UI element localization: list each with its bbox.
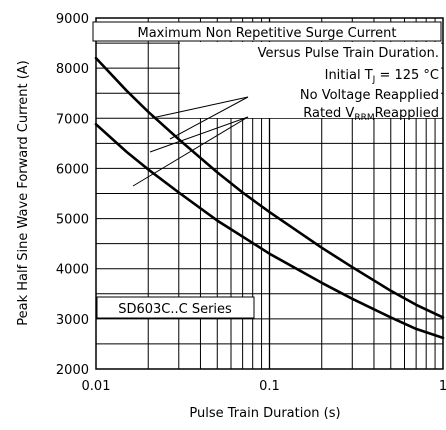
y-tick-label: 8000 — [56, 62, 89, 77]
y-tick-label: 4000 — [56, 263, 89, 278]
y-tick-label: 5000 — [56, 213, 89, 228]
x-tick-labels: 0.01 0.1 1 — [82, 379, 446, 394]
rated-prefix: Rated V — [303, 106, 354, 121]
label-rated-voltage: Rated VRRMReapplied — [303, 106, 439, 123]
plot-frame — [95, 17, 444, 370]
rated-subscript: RRM — [354, 113, 374, 123]
y-tick-label: 6000 — [56, 162, 89, 177]
y-axis-label: Peak Half Sine Wave Forward Current (A) — [16, 60, 31, 326]
title-line-2: Versus Pulse Train Duration. — [258, 46, 439, 61]
leader-line-no-voltage-2 — [169, 96, 249, 140]
y-tick-labels: 2000 3000 4000 5000 6000 7000 8000 9000 — [56, 12, 89, 378]
condition-suffix: = 125 °C — [375, 68, 439, 83]
y-tick-label: 7000 — [56, 112, 89, 127]
leader-line-no-voltage-1 — [151, 96, 249, 119]
x-tick-label: 1 — [439, 379, 446, 394]
leader-line-rated-2 — [132, 116, 249, 187]
series-line-2 — [94, 123, 445, 340]
title-box — [92, 21, 442, 42]
y-tick-label: 3000 — [56, 313, 89, 328]
y-tick-label: 9000 — [56, 12, 89, 27]
x-tick-label: 0.1 — [259, 379, 280, 394]
y-tick-label: 2000 — [56, 363, 89, 378]
label-no-voltage: No Voltage Reapplied — [300, 88, 439, 103]
condition-text: Initial TJ = 125 °C — [325, 68, 439, 85]
leader-line-rated-1 — [149, 116, 249, 153]
x-axis-label: Pulse Train Duration (s) — [189, 406, 340, 421]
annotation-backdrop — [180, 42, 441, 118]
series-line-1 — [94, 56, 445, 319]
series-group — [94, 56, 445, 340]
x-tick-label: 0.01 — [82, 379, 111, 394]
title-line-1: Maximum Non Repetitive Surge Current — [138, 26, 397, 41]
series-box — [96, 296, 255, 319]
condition-prefix: Initial T — [325, 68, 373, 83]
series-box-label: SD603C..C Series — [118, 302, 232, 317]
rated-suffix: Reapplied — [375, 106, 439, 121]
condition-subscript: J — [372, 75, 376, 85]
